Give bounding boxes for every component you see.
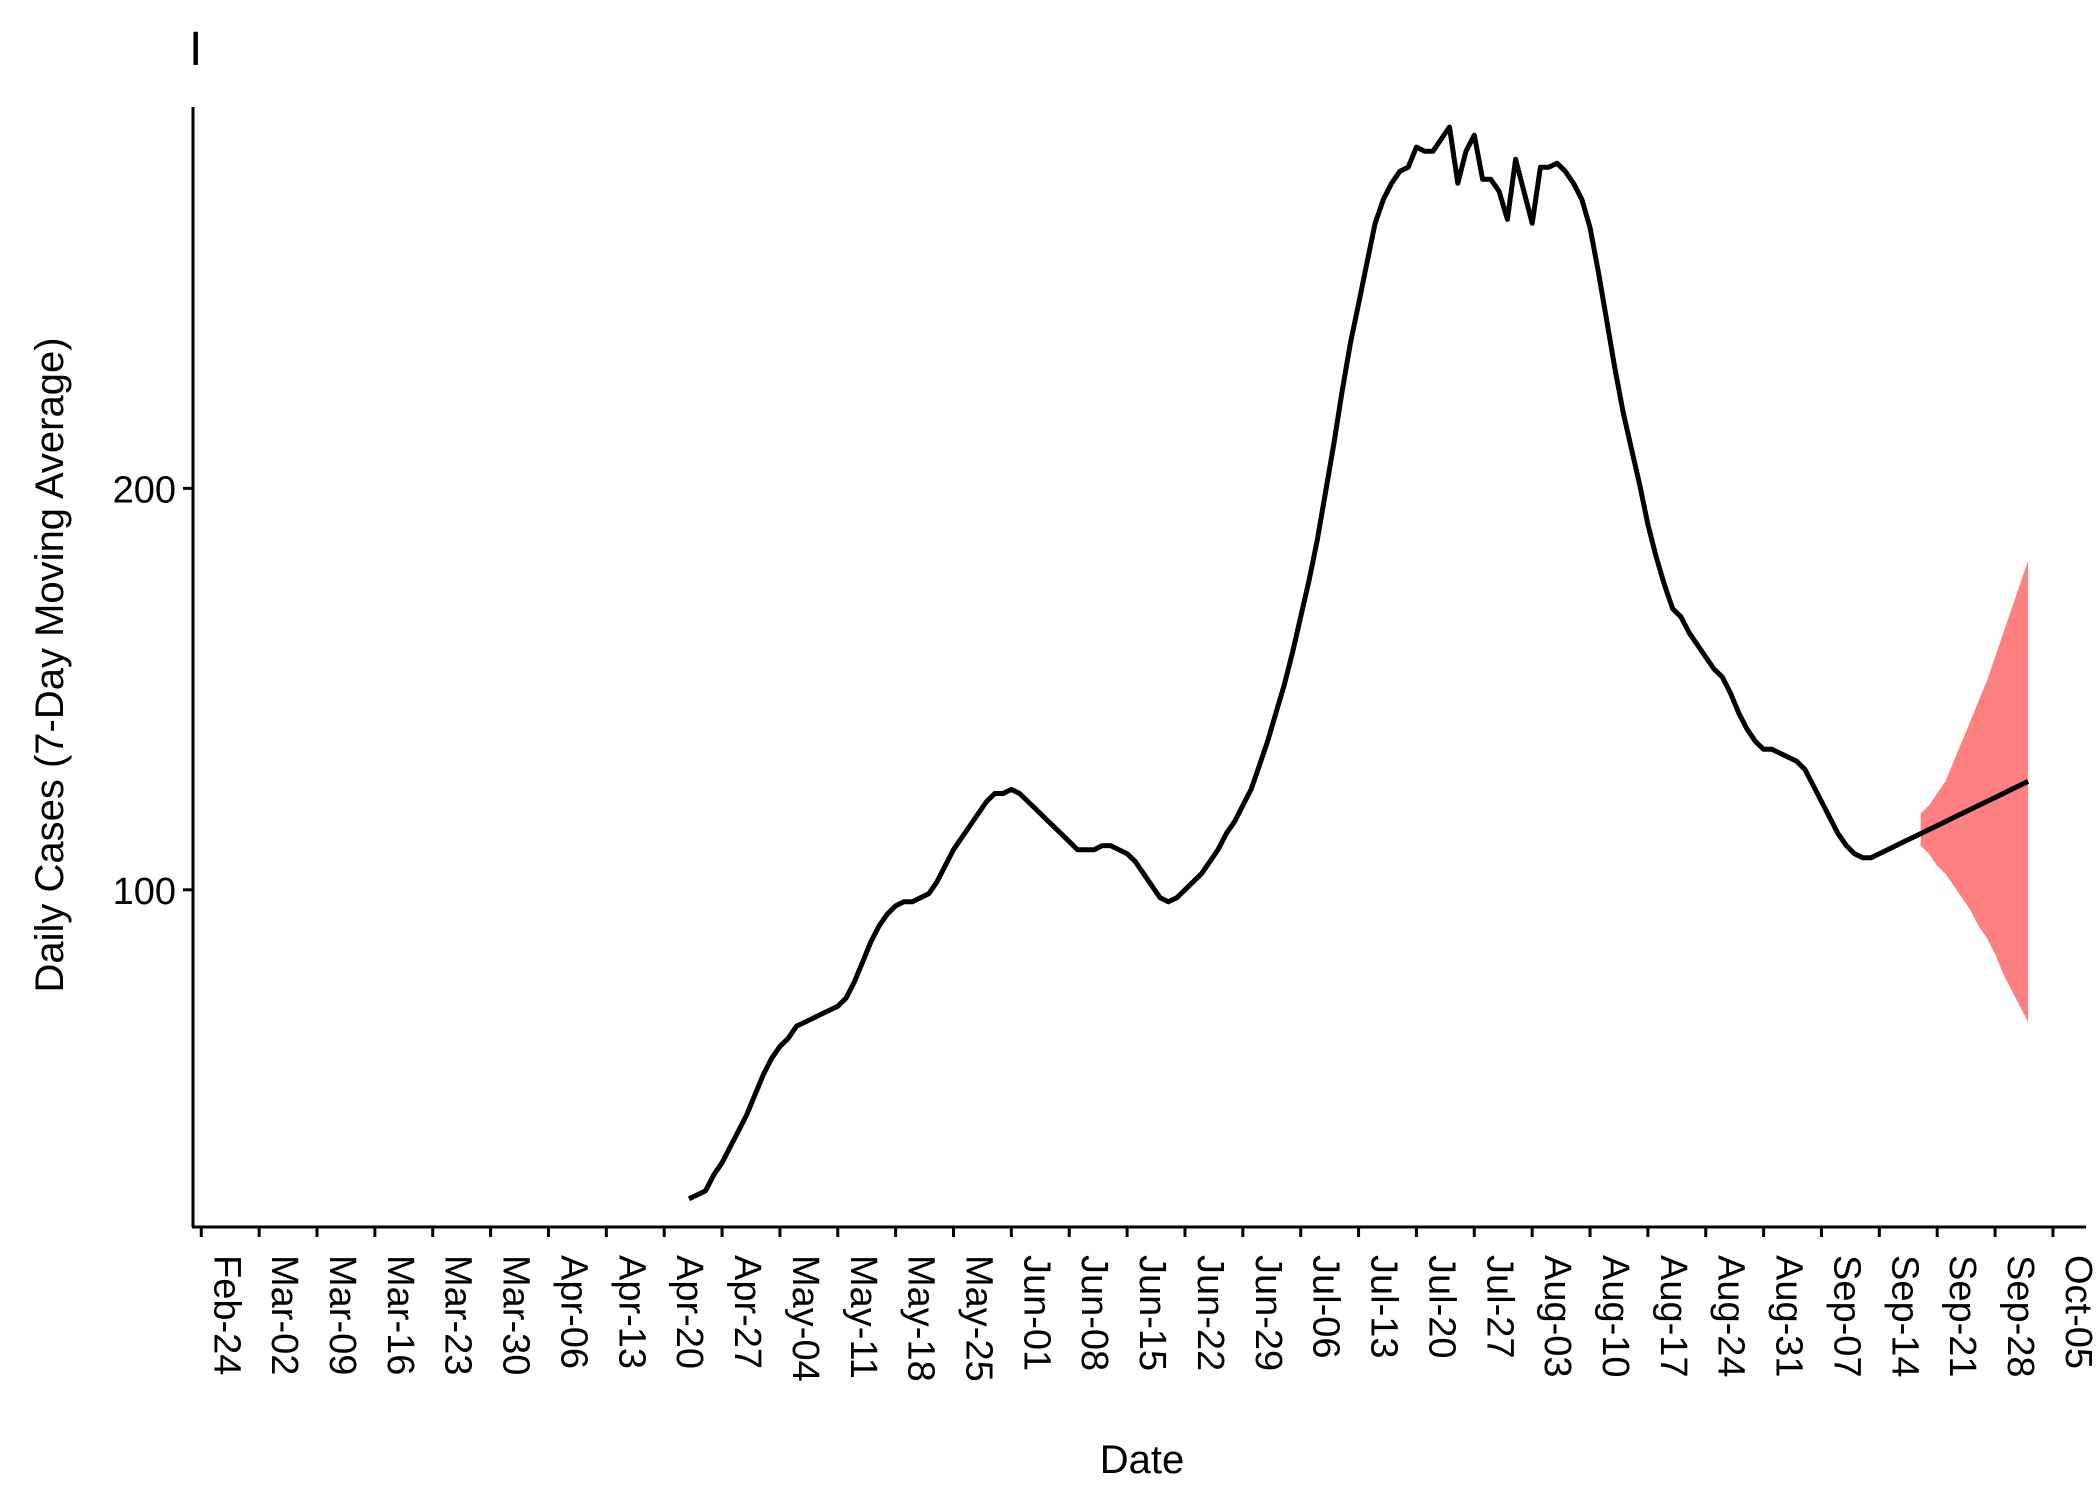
y-axis-title: Daily Cases (7-Day Moving Average) — [28, 337, 72, 992]
x-tick-label: Sep-21 — [1941, 1255, 1983, 1378]
x-tick-label: Jun-22 — [1189, 1255, 1231, 1371]
x-tick-label: Mar-16 — [379, 1255, 421, 1375]
x-tick-label: May-18 — [900, 1255, 942, 1382]
x-tick-label: May-25 — [958, 1255, 1000, 1382]
series-line — [687, 124, 2030, 1202]
x-tick-label: Jun-08 — [1073, 1255, 1115, 1371]
x-tick-label: Aug-17 — [1652, 1255, 1694, 1378]
x-tick-label: Jun-01 — [1015, 1255, 1057, 1371]
x-tick-label: Jun-15 — [1131, 1255, 1173, 1371]
y-tick-label: 100 — [113, 871, 176, 913]
x-tick-label: May-04 — [784, 1255, 826, 1382]
x-tick-label: Jul-27 — [1478, 1255, 1520, 1359]
x-tick-label: Mar-30 — [495, 1255, 537, 1375]
x-tick-label: Jul-06 — [1305, 1255, 1347, 1359]
x-tick-label: Apr-06 — [553, 1255, 595, 1369]
y-tick-label: 200 — [113, 469, 176, 511]
y-axis-ticks: 100 200 — [113, 469, 193, 913]
x-tick-label: Sep-14 — [1883, 1255, 1925, 1378]
forecast-ribbon — [1920, 560, 2029, 1023]
x-tick-label: Sep-07 — [1826, 1255, 1868, 1378]
x-tick-label: Mar-09 — [321, 1255, 363, 1375]
x-tick-label: Aug-31 — [1768, 1255, 1810, 1378]
x-axis-ticks: Feb-24 Mar-02 Mar-09 Mar-16 Mar-23 Mar-30 Apr-… — [199, 1227, 2099, 1382]
x-tick-label: Jun-29 — [1247, 1255, 1289, 1371]
x-tick-label: Oct-05 — [2057, 1255, 2099, 1369]
x-tick-label: Apr-13 — [610, 1255, 652, 1369]
series-line-layer — [687, 124, 2030, 1202]
x-tick-label: May-11 — [842, 1255, 884, 1379]
panel-tag: I — [189, 23, 203, 76]
x-tick-label: Aug-24 — [1710, 1255, 1752, 1378]
x-tick-label: Aug-10 — [1594, 1255, 1636, 1378]
x-tick-label: Aug-03 — [1536, 1255, 1578, 1378]
x-tick-label: Mar-23 — [437, 1255, 479, 1375]
x-axis-title: Date — [1100, 1438, 1185, 1482]
x-tick-label: Sep-28 — [1999, 1255, 2041, 1378]
x-tick-label: Apr-20 — [668, 1255, 710, 1369]
x-tick-label: Feb-24 — [205, 1255, 247, 1375]
x-tick-label: Apr-27 — [726, 1255, 768, 1369]
x-tick-label: Jul-13 — [1363, 1255, 1405, 1359]
x-tick-label: Jul-20 — [1420, 1255, 1462, 1359]
forecast-ribbon-layer — [1920, 560, 2029, 1023]
x-tick-label: Mar-02 — [263, 1255, 305, 1375]
